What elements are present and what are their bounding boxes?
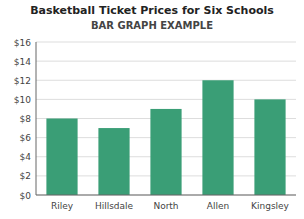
y-axis-line: [36, 42, 37, 195]
y-tick-label: $2: [20, 171, 31, 181]
y-tick-label: $16: [14, 38, 31, 48]
x-axis-line: [36, 195, 296, 196]
x-tick-label: Allen: [207, 201, 229, 211]
chart: Basketball Ticket Prices for Six Schools…: [0, 0, 304, 219]
x-tick-label: Hillsdale: [95, 201, 134, 211]
bar: [150, 109, 181, 195]
grid-line: [36, 61, 296, 62]
grid-line: [36, 80, 296, 81]
bars: [46, 80, 285, 195]
y-tick-label: $10: [14, 95, 31, 105]
y-tick-label: $8: [20, 114, 32, 124]
bar: [202, 80, 233, 195]
title: Basketball Ticket Prices for Six Schools: [30, 4, 274, 17]
y-tick-label: $14: [14, 57, 31, 67]
bar: [46, 119, 77, 196]
y-tick-label: $6: [20, 133, 32, 143]
grid-line: [36, 195, 296, 196]
bar: [98, 128, 129, 195]
y-tick-label: $12: [14, 76, 31, 86]
x-tick-label: Riley: [51, 201, 74, 211]
grid-line: [36, 42, 296, 43]
x-tick-label: Kingsley: [251, 201, 290, 211]
subtitle: BAR GRAPH EXAMPLE: [91, 20, 213, 31]
y-tick-label: $4: [20, 152, 32, 162]
x-tick-label: North: [153, 201, 178, 211]
bar: [254, 99, 285, 195]
y-tick-label: $0: [20, 191, 32, 201]
